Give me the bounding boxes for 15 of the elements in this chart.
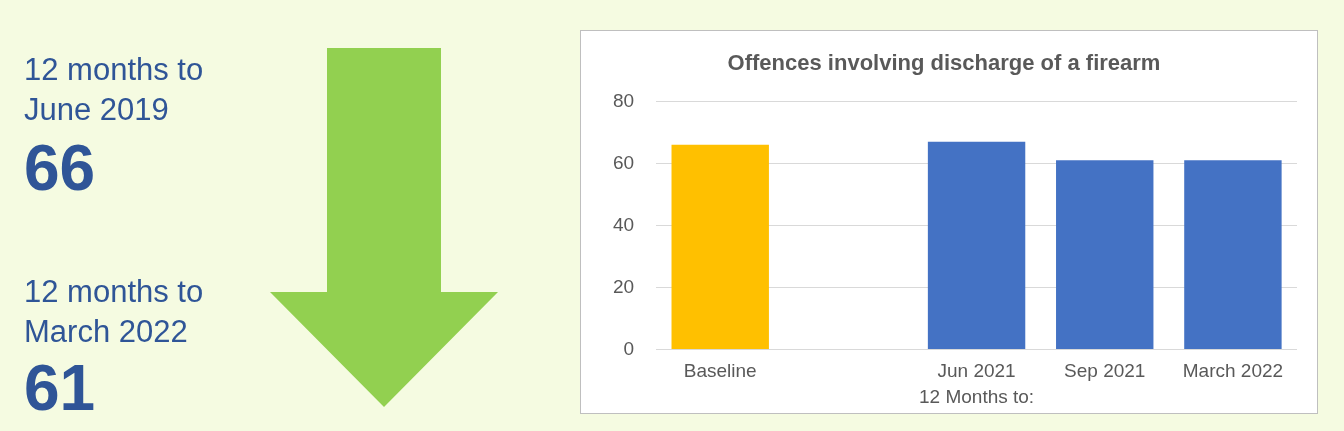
x-tick-label: Sep 2021 — [1064, 360, 1146, 382]
y-tick-label: 60 — [612, 151, 635, 173]
x-tick-label: Jun 2021 — [937, 360, 1016, 382]
text: 12 months to March 2022 — [24, 273, 205, 351]
x-tick-label: Baseline — [683, 360, 757, 382]
text: 12 months to June 2019 — [24, 51, 205, 129]
text: 61 — [24, 352, 97, 424]
y-tick-label: 80 — [612, 89, 635, 111]
chart-title: Offences involving discharge of a firearm — [727, 50, 1161, 76]
y-tick-label: 40 — [612, 213, 635, 235]
y-tick-label: 20 — [612, 275, 635, 297]
text: 66 — [24, 132, 97, 204]
y-tick-label: 0 — [623, 337, 635, 359]
x-tick-label: March 2022 — [1182, 360, 1284, 382]
x-axis-title: 12 Months to: — [919, 385, 1035, 407]
